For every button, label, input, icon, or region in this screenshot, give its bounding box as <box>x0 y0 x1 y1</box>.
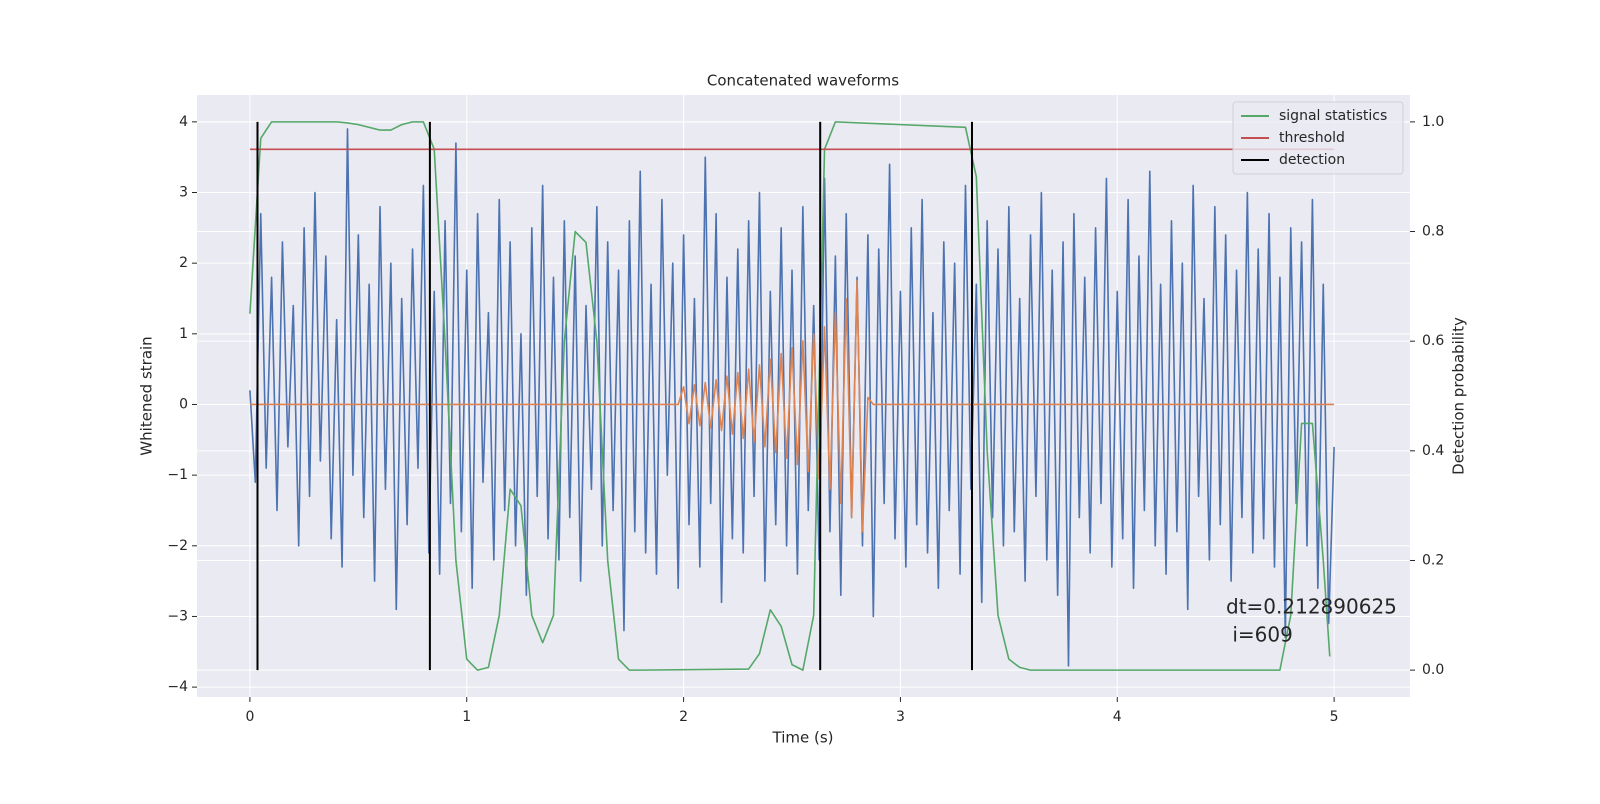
x-tick-label: 2 <box>679 709 688 725</box>
y-tick-label: −3 <box>167 608 188 624</box>
y2-tick-label: 0.6 <box>1422 333 1444 349</box>
marks <box>249 121 1335 671</box>
x-tick-label: 0 <box>245 709 254 725</box>
legend-label: detection <box>1279 152 1345 168</box>
legend-label: threshold <box>1279 130 1345 146</box>
x-tick-label: 4 <box>1113 709 1122 725</box>
chart-title: Concatenated waveforms <box>707 72 899 90</box>
y2-axis-label: Detection probability <box>1450 317 1468 475</box>
y2-tick-label: 0.0 <box>1422 662 1444 678</box>
y-tick-label: 1 <box>179 326 188 342</box>
y-tick-label: 3 <box>179 185 188 201</box>
y-tick-label: 0 <box>179 396 188 412</box>
series-line <box>249 121 1331 671</box>
legend: signal statistics threshold detection <box>1232 101 1404 175</box>
y-tick-label: 4 <box>179 114 188 130</box>
x-axis-label: Time (s) <box>772 729 834 747</box>
legend-box <box>1232 101 1404 175</box>
y-tick-label: −4 <box>167 679 188 695</box>
x-tick-label: 1 <box>462 709 471 725</box>
y-axis-label: Whitened strain <box>138 336 156 455</box>
y2-tick-label: 0.4 <box>1422 443 1444 459</box>
y2-tick-label: 0.2 <box>1422 552 1444 568</box>
axes: 0 1 2 3 4 5 −4 −3 −2 −1 0 1 2 3 4 0.0 0.2 0.4 0.6 0.8 1.0 <box>167 114 1444 725</box>
y-tick-label: −2 <box>167 538 188 554</box>
legend-label: signal statistics <box>1279 108 1387 124</box>
y-tick-label: 2 <box>179 255 188 271</box>
x-tick-label: 3 <box>896 709 905 725</box>
plot-area <box>197 95 1410 697</box>
x-tick-label: 5 <box>1330 709 1339 725</box>
annotation: dt=0.212890625 <box>1226 595 1397 619</box>
y2-tick-label: 1.0 <box>1422 114 1444 130</box>
annotation: i=609 <box>1226 623 1293 647</box>
y-tick-label: −1 <box>167 467 188 483</box>
y2-tick-label: 0.8 <box>1422 224 1444 240</box>
